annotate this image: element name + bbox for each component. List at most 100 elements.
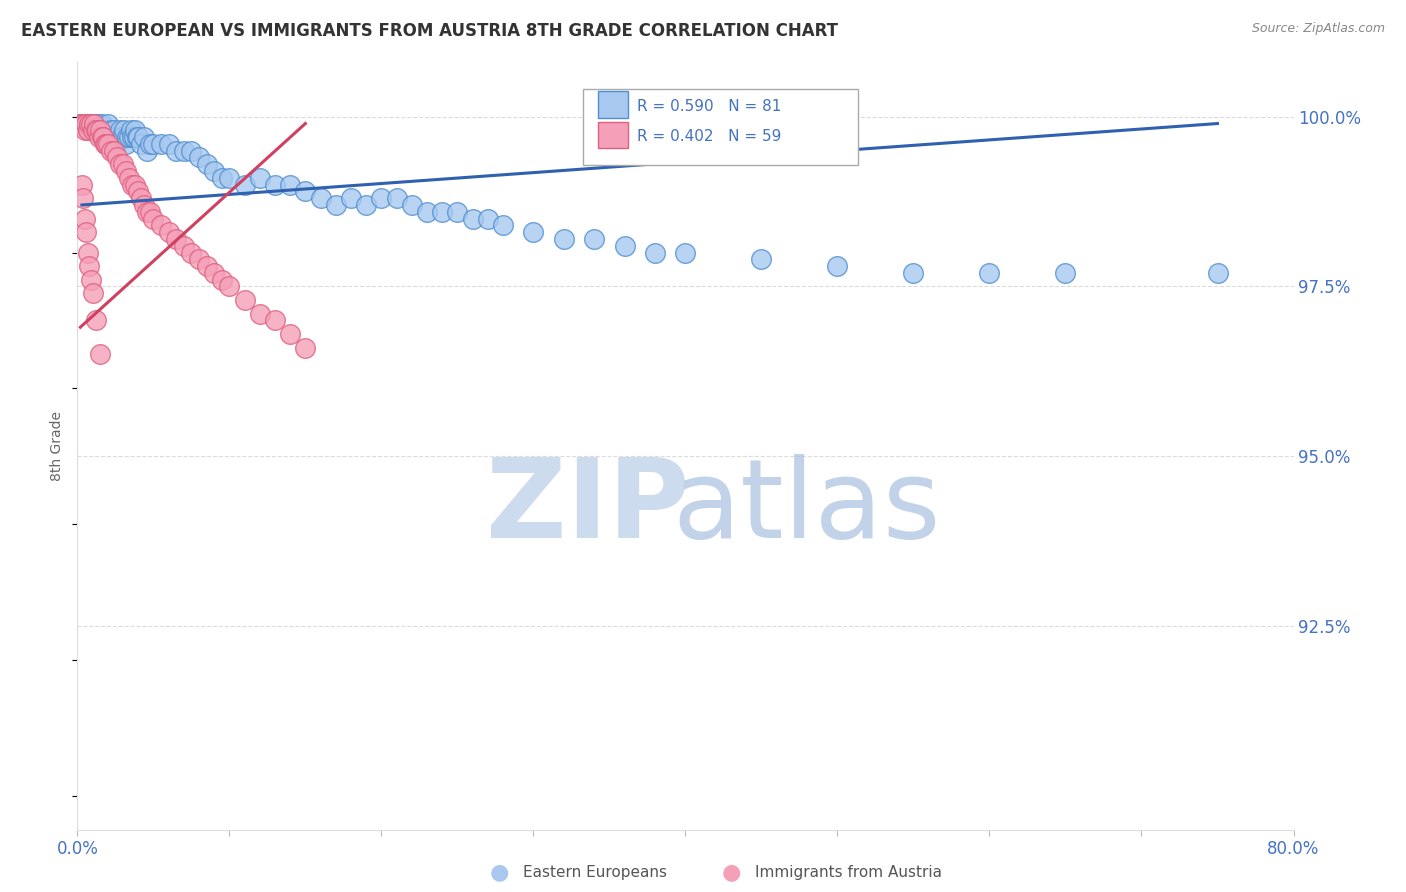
Point xyxy=(83,116,105,130)
Point xyxy=(416,204,439,219)
Point xyxy=(129,191,152,205)
Point xyxy=(134,130,156,145)
Point xyxy=(340,191,363,205)
Point xyxy=(180,245,202,260)
Point xyxy=(103,144,125,158)
Point xyxy=(173,144,195,158)
Point xyxy=(77,123,100,137)
Point xyxy=(294,185,316,199)
Text: EASTERN EUROPEAN VS IMMIGRANTS FROM AUSTRIA 8TH GRADE CORRELATION CHART: EASTERN EUROPEAN VS IMMIGRANTS FROM AUST… xyxy=(21,22,838,40)
Point xyxy=(117,130,139,145)
Point xyxy=(249,170,271,185)
Point xyxy=(188,252,211,267)
Point xyxy=(309,191,332,205)
Point xyxy=(139,136,162,151)
Point xyxy=(553,232,575,246)
Point xyxy=(136,204,159,219)
Point xyxy=(70,178,93,192)
Point xyxy=(87,116,110,130)
Point xyxy=(233,293,256,307)
Point xyxy=(73,211,96,226)
Point xyxy=(93,136,115,151)
Point xyxy=(111,130,134,145)
Point xyxy=(211,273,233,287)
Point xyxy=(1206,266,1229,280)
Point xyxy=(165,232,187,246)
Point xyxy=(79,116,101,130)
Point xyxy=(84,123,107,137)
Point xyxy=(264,178,287,192)
Point xyxy=(211,170,233,185)
Point xyxy=(111,157,134,171)
Point xyxy=(79,259,101,273)
Point xyxy=(134,198,156,212)
Point xyxy=(80,273,103,287)
Point xyxy=(827,259,849,273)
Point xyxy=(101,130,124,145)
Point xyxy=(202,164,225,178)
Text: ●: ● xyxy=(721,863,741,882)
Text: R = 0.402   N = 59: R = 0.402 N = 59 xyxy=(637,129,782,145)
Point xyxy=(105,151,128,165)
Point xyxy=(129,136,152,151)
Point xyxy=(89,347,111,361)
Point xyxy=(118,130,141,145)
Point xyxy=(195,259,218,273)
Point xyxy=(583,232,606,246)
Point xyxy=(84,313,107,327)
Point xyxy=(139,204,162,219)
Point xyxy=(136,144,159,158)
Point xyxy=(104,130,127,145)
Point xyxy=(96,123,118,137)
Point xyxy=(120,123,142,137)
Point xyxy=(180,144,202,158)
Point xyxy=(149,219,172,233)
Point xyxy=(115,164,138,178)
Point xyxy=(108,157,131,171)
Point xyxy=(127,130,149,145)
Point xyxy=(401,198,423,212)
Point xyxy=(188,151,211,165)
Point xyxy=(278,178,301,192)
Point xyxy=(278,326,301,341)
Point xyxy=(87,130,110,145)
Point xyxy=(105,136,128,151)
Point xyxy=(492,219,515,233)
Point xyxy=(218,170,240,185)
Point xyxy=(124,178,146,192)
Point xyxy=(72,191,94,205)
Point xyxy=(91,123,114,137)
Text: R = 0.590   N = 81: R = 0.590 N = 81 xyxy=(637,99,782,114)
Point xyxy=(90,130,112,145)
Point xyxy=(124,123,146,137)
Point xyxy=(173,238,195,252)
Point xyxy=(103,123,125,137)
Point xyxy=(108,123,131,137)
Point xyxy=(1054,266,1077,280)
Point xyxy=(202,266,225,280)
Point xyxy=(72,116,94,130)
Point xyxy=(107,130,129,145)
Point xyxy=(90,116,112,130)
Point xyxy=(100,123,122,137)
Point xyxy=(97,116,120,130)
Point xyxy=(77,245,100,260)
Point xyxy=(446,204,468,219)
Point xyxy=(86,116,108,130)
Y-axis label: 8th Grade: 8th Grade xyxy=(51,411,65,481)
Point xyxy=(613,238,636,252)
Point xyxy=(370,191,392,205)
Point xyxy=(294,341,316,355)
Point xyxy=(121,178,143,192)
Point xyxy=(80,116,103,130)
Point xyxy=(157,136,180,151)
Point xyxy=(354,198,377,212)
Point xyxy=(644,245,666,260)
Text: atlas: atlas xyxy=(673,454,941,561)
Point xyxy=(84,123,107,137)
Point xyxy=(264,313,287,327)
Point xyxy=(89,123,111,137)
Text: Immigrants from Austria: Immigrants from Austria xyxy=(755,865,942,880)
Point xyxy=(73,116,96,130)
Point xyxy=(100,144,122,158)
